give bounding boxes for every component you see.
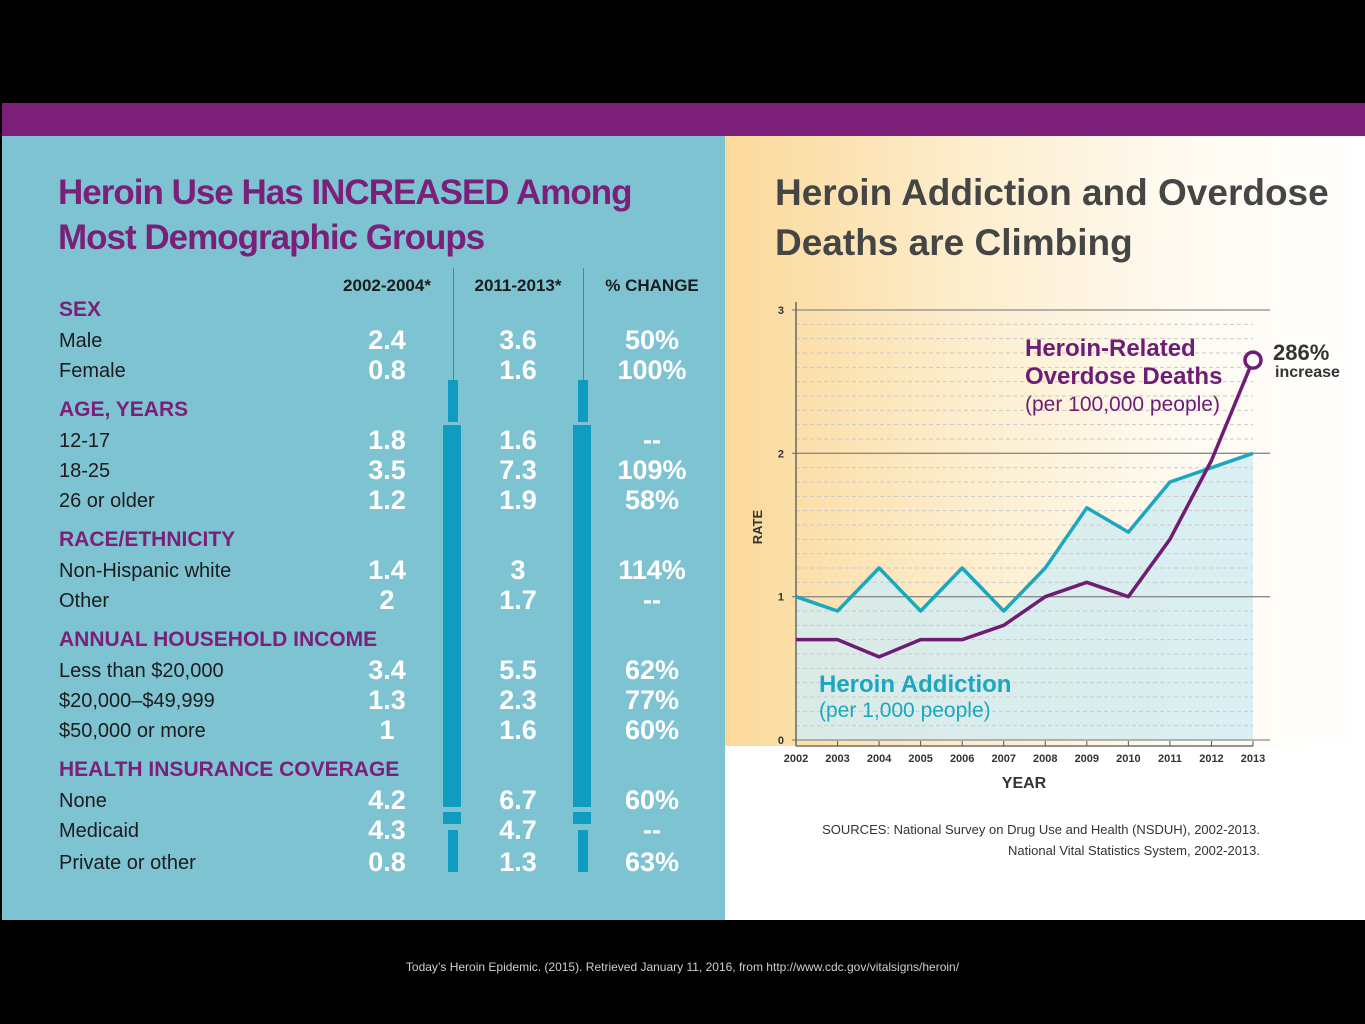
row-label: $50,000 or more bbox=[59, 720, 206, 742]
column-header-change: % CHANGE bbox=[605, 276, 699, 295]
rate-value: 1.7 bbox=[499, 585, 537, 615]
row-label: 12-17 bbox=[59, 430, 111, 452]
rate-value: 4.2 bbox=[368, 785, 406, 815]
left-title: Heroin Use Has INCREASED Among Most Demo… bbox=[58, 170, 633, 260]
rate-value: 0.8 bbox=[368, 847, 406, 877]
row-label: 18-25 bbox=[59, 460, 111, 482]
rate-value: 2.4 bbox=[368, 325, 406, 355]
rate-value: 0.8 bbox=[368, 355, 406, 385]
change-value: 100% bbox=[617, 355, 687, 385]
column-divider-bar bbox=[448, 380, 458, 422]
left-title-line1: Heroin Use Has INCREASED Among bbox=[58, 173, 633, 212]
rate-value: 1.4 bbox=[368, 555, 406, 585]
rate-value: 1.6 bbox=[499, 715, 537, 745]
row-label: Non-Hispanic white bbox=[59, 560, 232, 582]
column-divider-bar bbox=[448, 830, 458, 872]
column-header-2002-2004: 2002-2004* bbox=[343, 276, 431, 295]
column-header-2011-2013: 2011-2013* bbox=[474, 276, 562, 295]
rate-value: 5.5 bbox=[499, 655, 537, 685]
column-divider-bar bbox=[443, 425, 461, 807]
rate-value: 4.7 bbox=[499, 815, 537, 845]
column-divider-bar bbox=[573, 812, 591, 824]
row-label: Female bbox=[59, 360, 126, 382]
right-title-line2: Deaths are Climbing bbox=[775, 222, 1133, 263]
column-divider-bar bbox=[573, 425, 591, 807]
rate-value: 1.9 bbox=[499, 485, 537, 515]
row-label: Other bbox=[59, 590, 110, 612]
column-divider bbox=[453, 268, 454, 380]
column-divider-bar bbox=[578, 380, 588, 422]
row-label: None bbox=[59, 790, 107, 812]
sources-area bbox=[725, 746, 1365, 920]
row-label: 26 or older bbox=[59, 490, 155, 512]
column-divider-bar bbox=[443, 812, 461, 824]
change-value: -- bbox=[643, 585, 661, 615]
row-label: Less than $20,000 bbox=[59, 660, 224, 682]
rate-value: 2.3 bbox=[499, 685, 537, 715]
rate-value: 1 bbox=[379, 715, 395, 745]
rate-value: 1.6 bbox=[499, 355, 537, 385]
change-value: 63% bbox=[624, 847, 680, 877]
rate-value: 1.8 bbox=[368, 425, 406, 455]
rate-value: 3 bbox=[510, 555, 526, 585]
left-panel bbox=[2, 136, 725, 920]
section-heading: ANNUAL HOUSEHOLD INCOME bbox=[59, 628, 378, 651]
section-heading: HEALTH INSURANCE COVERAGE bbox=[59, 758, 400, 781]
rate-value: 1.3 bbox=[368, 685, 406, 715]
rate-value: 3.5 bbox=[368, 455, 406, 485]
section-heading: AGE, YEARS bbox=[59, 398, 189, 421]
row-label: Male bbox=[59, 330, 103, 352]
rate-value: 3.6 bbox=[499, 325, 537, 355]
section-heading: RACE/ETHNICITY bbox=[59, 528, 236, 551]
change-value: 62% bbox=[624, 655, 680, 685]
section-heading: SEX bbox=[59, 298, 102, 321]
change-value: 77% bbox=[624, 685, 680, 715]
rate-value: 1.2 bbox=[368, 485, 406, 515]
rate-value: 6.7 bbox=[499, 785, 537, 815]
sources-line1: SOURCES: National Survey on Drug Use and… bbox=[822, 822, 1260, 837]
change-value: 60% bbox=[624, 715, 680, 745]
left-title-line2: Most Demographic Groups bbox=[58, 218, 485, 257]
change-value: 114% bbox=[618, 555, 686, 585]
row-label: $20,000–$49,999 bbox=[59, 690, 215, 712]
header-band bbox=[2, 103, 1365, 136]
rate-value: 1.6 bbox=[499, 425, 537, 455]
rate-value: 3.4 bbox=[368, 655, 406, 685]
change-value: -- bbox=[643, 815, 661, 845]
credit-text: Today’s Heroin Epidemic. (2015). Retriev… bbox=[405, 960, 960, 974]
change-value: 60% bbox=[624, 785, 680, 815]
rate-value: 7.3 bbox=[499, 455, 537, 485]
column-divider-bar bbox=[578, 830, 588, 872]
row-label: Medicaid bbox=[59, 820, 140, 842]
rate-value: 2 bbox=[379, 585, 395, 615]
change-value: 109% bbox=[617, 455, 687, 485]
change-value: -- bbox=[643, 425, 661, 455]
change-value: 58% bbox=[624, 485, 680, 515]
column-divider bbox=[583, 268, 584, 380]
right-title: Heroin Addiction and Overdose Deaths are… bbox=[775, 168, 1329, 268]
right-title-line1: Heroin Addiction and Overdose bbox=[775, 172, 1329, 213]
row-label: Private or other bbox=[59, 852, 196, 874]
rate-value: 1.3 bbox=[499, 847, 537, 877]
sources-line2: National Vital Statistics System, 2002-2… bbox=[1008, 843, 1260, 858]
change-value: 50% bbox=[624, 325, 680, 355]
rate-value: 4.3 bbox=[368, 815, 406, 845]
